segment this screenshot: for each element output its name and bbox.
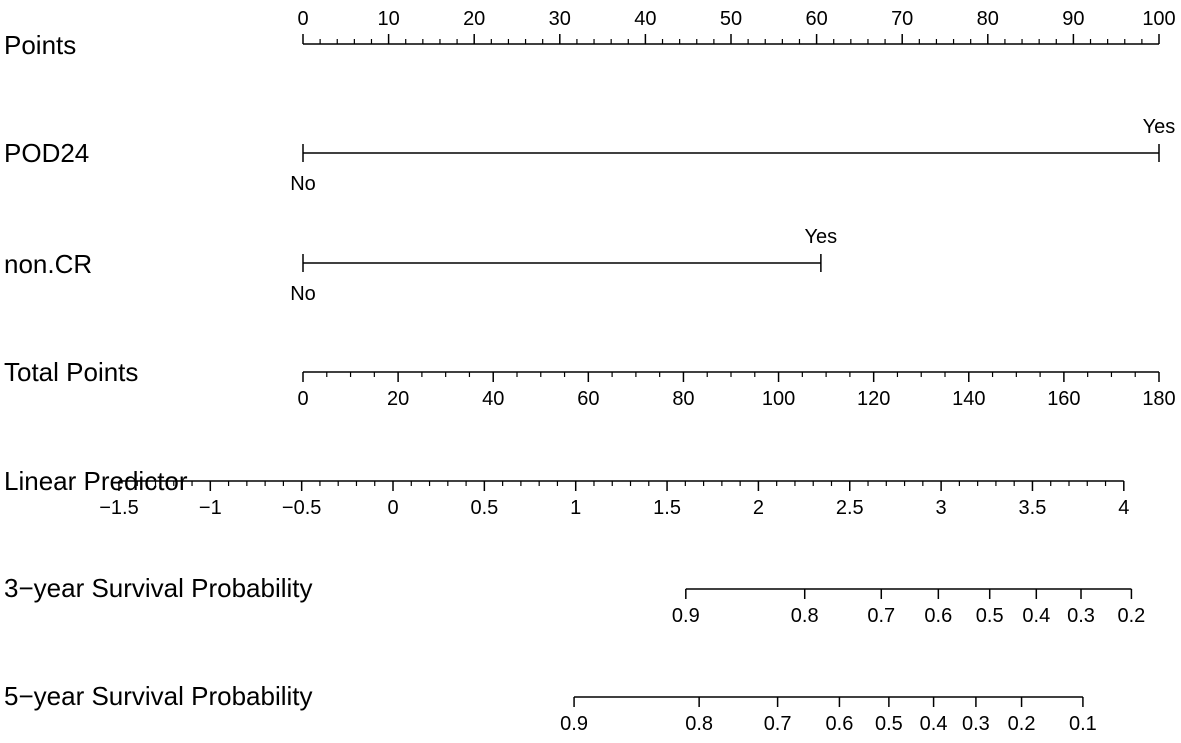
points-tick-label: 90 xyxy=(1062,8,1084,30)
linear-predictor-tick-label: 2.5 xyxy=(836,497,864,519)
points-label: Points xyxy=(4,30,76,60)
linear-predictor-tick-label: −1 xyxy=(199,497,222,519)
survival-5yr-tick-label: 0.3 xyxy=(962,713,990,735)
survival-5yr-tick-label: 0.7 xyxy=(764,713,792,735)
non-cr-level-no: No xyxy=(290,283,316,305)
points-tick-label: 40 xyxy=(634,8,656,30)
total-points-label: Total Points xyxy=(4,357,138,387)
total-points-tick-label: 20 xyxy=(387,388,409,410)
total-points-tick-label: 60 xyxy=(577,388,599,410)
survival-3yr-tick-label: 0.4 xyxy=(1022,605,1050,627)
points-tick-label: 80 xyxy=(977,8,999,30)
survival-5yr-label: 5−year Survival Probability xyxy=(4,681,313,711)
points-tick-label: 0 xyxy=(297,8,308,30)
pod24-label: POD24 xyxy=(4,138,89,168)
linear-predictor-tick-label: −1.5 xyxy=(99,497,138,519)
survival-5yr-tick-label: 0.9 xyxy=(560,713,588,735)
survival-5yr-tick-label: 0.8 xyxy=(685,713,713,735)
survival-3yr-tick-label: 0.2 xyxy=(1118,605,1146,627)
total-points-tick-label: 100 xyxy=(762,388,795,410)
pod24-level-yes: Yes xyxy=(1143,116,1176,138)
points-tick-label: 30 xyxy=(549,8,571,30)
survival-3yr-label: 3−year Survival Probability xyxy=(4,573,313,603)
linear-predictor-tick-label: 3 xyxy=(936,497,947,519)
survival-5yr-tick-label: 0.1 xyxy=(1069,713,1097,735)
survival-5yr-tick-label: 0.5 xyxy=(875,713,903,735)
points-tick-label: 100 xyxy=(1142,8,1175,30)
linear-predictor-tick-label: −0.5 xyxy=(282,497,321,519)
points-tick-label: 10 xyxy=(377,8,399,30)
survival-3yr-tick-label: 0.3 xyxy=(1067,605,1095,627)
non-cr-level-yes: Yes xyxy=(805,226,838,248)
survival-3yr-tick-label: 0.7 xyxy=(867,605,895,627)
linear-predictor-tick-label: 1.5 xyxy=(653,497,681,519)
points-tick-label: 60 xyxy=(805,8,827,30)
survival-3yr-tick-label: 0.9 xyxy=(672,605,700,627)
total-points-tick-label: 0 xyxy=(297,388,308,410)
survival-5yr-tick-label: 0.4 xyxy=(920,713,948,735)
linear-predictor-tick-label: 1 xyxy=(570,497,581,519)
points-tick-label: 20 xyxy=(463,8,485,30)
total-points-tick-label: 180 xyxy=(1142,388,1175,410)
survival-5yr-tick-label: 0.2 xyxy=(1008,713,1036,735)
linear-predictor-tick-label: 2 xyxy=(753,497,764,519)
total-points-tick-label: 160 xyxy=(1047,388,1080,410)
survival-3yr-tick-label: 0.8 xyxy=(791,605,819,627)
non-cr-label: non.CR xyxy=(4,249,92,279)
points-tick-label: 50 xyxy=(720,8,742,30)
pod24-level-no: No xyxy=(290,173,316,195)
total-points-tick-label: 140 xyxy=(952,388,985,410)
linear-predictor-tick-label: 0.5 xyxy=(470,497,498,519)
total-points-tick-label: 40 xyxy=(482,388,504,410)
points-tick-label: 70 xyxy=(891,8,913,30)
linear-predictor-tick-label: 0 xyxy=(387,497,398,519)
survival-3yr-tick-label: 0.5 xyxy=(976,605,1004,627)
linear-predictor-tick-label: 4 xyxy=(1118,497,1129,519)
total-points-tick-label: 120 xyxy=(857,388,890,410)
linear-predictor-tick-label: 3.5 xyxy=(1019,497,1047,519)
survival-3yr-tick-label: 0.6 xyxy=(924,605,952,627)
survival-5yr-tick-label: 0.6 xyxy=(826,713,854,735)
total-points-tick-label: 80 xyxy=(672,388,694,410)
